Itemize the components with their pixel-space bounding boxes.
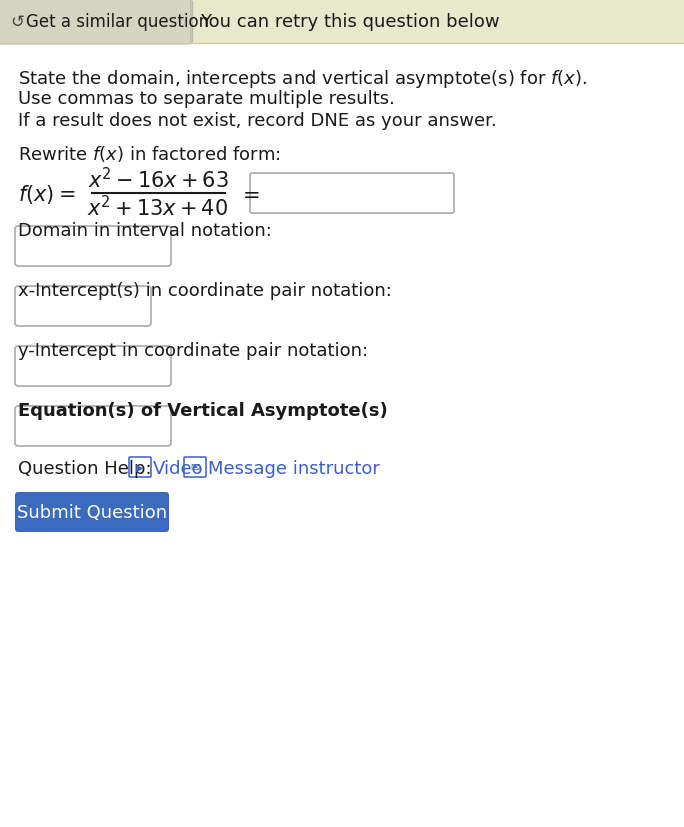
FancyBboxPatch shape: [15, 347, 171, 386]
Text: If a result does not exist, record DNE as your answer.: If a result does not exist, record DNE a…: [18, 112, 497, 130]
FancyBboxPatch shape: [0, 0, 191, 45]
FancyBboxPatch shape: [15, 407, 171, 447]
FancyBboxPatch shape: [250, 174, 454, 213]
FancyBboxPatch shape: [15, 492, 169, 533]
Text: Question Help:: Question Help:: [18, 460, 152, 477]
Text: Domain in interval notation:: Domain in interval notation:: [18, 222, 272, 240]
Text: $=$: $=$: [238, 184, 259, 203]
Text: You can retry this question below: You can retry this question below: [200, 13, 499, 31]
Text: Message instructor: Message instructor: [208, 460, 380, 477]
FancyBboxPatch shape: [15, 227, 171, 266]
FancyBboxPatch shape: [15, 287, 151, 327]
Text: x-Intercept(s) in coordinate pair notation:: x-Intercept(s) in coordinate pair notati…: [18, 282, 392, 299]
Text: Use commas to separate multiple results.: Use commas to separate multiple results.: [18, 90, 395, 108]
Bar: [0, 0, 684, 44]
FancyBboxPatch shape: [184, 457, 206, 477]
Text: ▶: ▶: [136, 462, 144, 472]
Text: Equation(s) of Vertical Asymptote(s): Equation(s) of Vertical Asymptote(s): [18, 402, 388, 419]
FancyBboxPatch shape: [129, 457, 151, 477]
Text: ↺: ↺: [10, 13, 24, 31]
Text: State the domain, intercepts and vertical asymptote(s) for $f(x)$.: State the domain, intercepts and vertica…: [18, 68, 587, 90]
Text: $f(x) = $: $f(x) = $: [18, 182, 75, 205]
Text: Video: Video: [153, 460, 204, 477]
Text: y-Intercept in coordinate pair notation:: y-Intercept in coordinate pair notation:: [18, 342, 368, 360]
Text: $x^2 - 16x + 63$: $x^2 - 16x + 63$: [88, 167, 228, 193]
Text: Get a similar question: Get a similar question: [26, 13, 209, 31]
Text: $x^2 + 13x + 40$: $x^2 + 13x + 40$: [88, 195, 228, 220]
Text: Submit Question: Submit Question: [17, 504, 167, 521]
Text: Rewrite $f(x)$ in factored form:: Rewrite $f(x)$ in factored form:: [18, 144, 280, 164]
Text: ✉: ✉: [190, 462, 200, 472]
